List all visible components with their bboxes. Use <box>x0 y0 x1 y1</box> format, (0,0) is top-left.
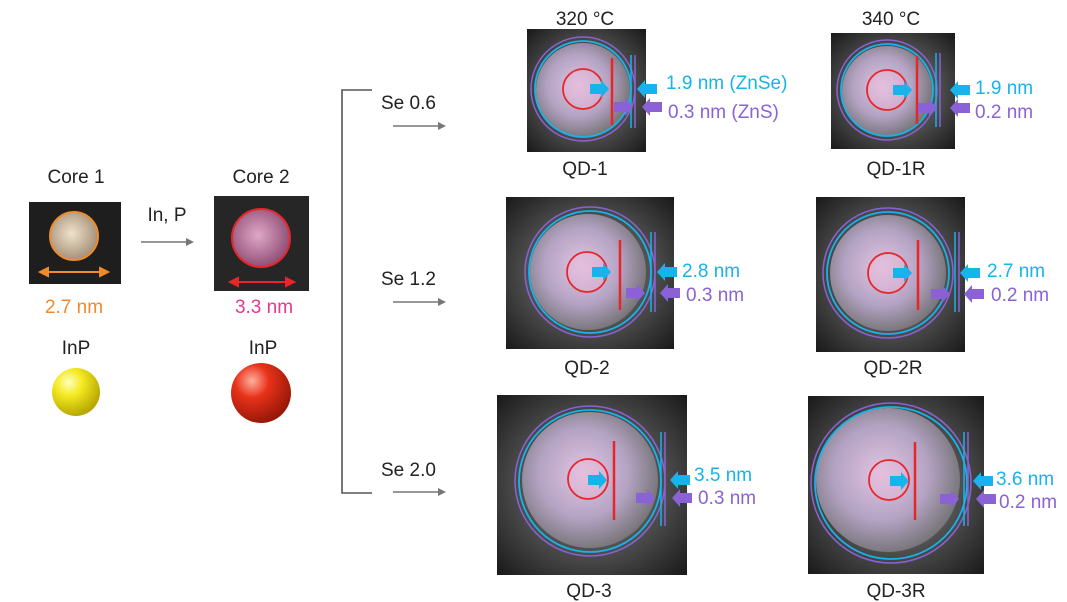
branch-se-2-0: Se 2.0 <box>381 460 436 481</box>
reaction-arrow <box>141 238 194 246</box>
qd2-outer-thickness: 0.3 nm <box>686 285 744 306</box>
temperature-340: 340 °C <box>862 9 920 30</box>
core2-material: InP <box>249 338 278 359</box>
branch-arrow-3 <box>393 488 446 496</box>
qd2r-label: QD-2R <box>863 358 922 379</box>
qd2r-outer-thickness: 0.2 nm <box>991 285 1049 306</box>
qd2r-tile <box>816 197 984 352</box>
reaction-label: In, P <box>147 205 186 226</box>
qd2-label: QD-2 <box>564 358 609 379</box>
qd1-outer-thickness: 0.3 nm (ZnS) <box>668 102 779 123</box>
core2-ball-icon <box>231 363 291 423</box>
qd1r-shell-thickness: 1.9 nm <box>975 78 1033 99</box>
temperature-320: 320 °C <box>556 9 614 30</box>
qd3-label: QD-3 <box>566 581 611 602</box>
qd1-tile <box>527 29 662 152</box>
qd1-shell-thickness: 1.9 nm (ZnSe) <box>666 73 787 94</box>
core2-particle <box>231 208 291 268</box>
branch-arrow-1 <box>393 122 446 130</box>
core1-ball-icon <box>52 368 100 416</box>
qd3r-shell-thickness: 3.6 nm <box>996 469 1054 490</box>
core2-diameter-arrow <box>227 276 297 288</box>
core1-material: InP <box>62 338 91 359</box>
qd3-tile <box>497 395 692 575</box>
qd1r-tile <box>831 33 970 149</box>
core1-size: 2.7 nm <box>45 297 103 318</box>
branch-se-0-6: Se 0.6 <box>381 93 436 114</box>
core2-size: 3.3 nm <box>235 297 293 318</box>
qd2-shell-thickness: 2.8 nm <box>682 261 740 282</box>
branch-arrow-2 <box>393 298 446 306</box>
qd1r-label: QD-1R <box>866 159 925 180</box>
qd3r-outer-thickness: 0.2 nm <box>999 492 1057 513</box>
qd1-label: QD-1 <box>562 159 607 180</box>
qd2-tile <box>506 197 680 349</box>
branch-se-1-2: Se 1.2 <box>381 269 436 290</box>
core1-particle <box>49 211 99 261</box>
core1-diameter-arrow <box>37 266 111 278</box>
qd3r-label: QD-3R <box>866 581 925 602</box>
qd3-shell-thickness: 3.5 nm <box>694 465 752 486</box>
qd2r-shell-thickness: 2.7 nm <box>987 261 1045 282</box>
qd3r-tile <box>808 396 996 574</box>
qd3-outer-thickness: 0.3 nm <box>698 488 756 509</box>
core1-title: Core 1 <box>47 167 104 188</box>
branch-bracket <box>341 89 372 494</box>
core2-title: Core 2 <box>232 167 289 188</box>
qd1r-outer-thickness: 0.2 nm <box>975 102 1033 123</box>
